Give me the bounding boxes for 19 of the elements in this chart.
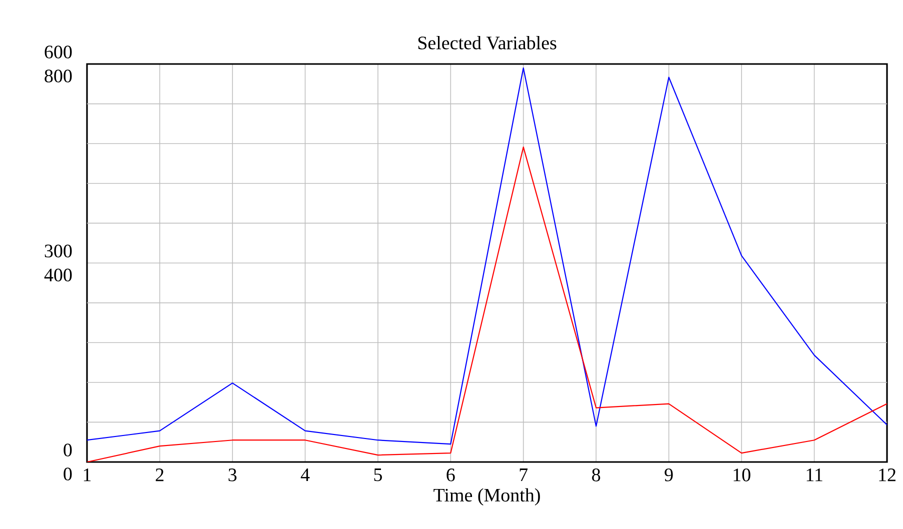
y2-tick-label: 800 xyxy=(44,70,72,82)
x-tick-label: 12 xyxy=(879,468,896,482)
y2-tick-label: 400 xyxy=(44,268,72,282)
x-tick-label: 7 xyxy=(520,468,528,481)
chart-title: Selected Variables xyxy=(418,36,556,50)
x-tick-label: 11 xyxy=(806,468,822,482)
x-tick-label: 8 xyxy=(592,468,600,482)
x-tick-label: 2 xyxy=(156,468,164,482)
y-tick-label: 300 xyxy=(44,244,72,258)
x-tick-label: 1 xyxy=(84,468,91,482)
x-tick-label: 4 xyxy=(300,468,310,482)
x-axis-title: Time (Month) xyxy=(434,488,540,506)
y-tick-label: 0 xyxy=(64,444,72,456)
x-tick-label: 10 xyxy=(734,468,750,482)
x-tick-label: 5 xyxy=(374,468,382,482)
y-tick-label: 600 xyxy=(44,46,72,58)
x-tick-label: 9 xyxy=(664,468,673,482)
x-tick-label: 3 xyxy=(228,468,236,482)
x-tick-label: 6 xyxy=(446,468,455,482)
